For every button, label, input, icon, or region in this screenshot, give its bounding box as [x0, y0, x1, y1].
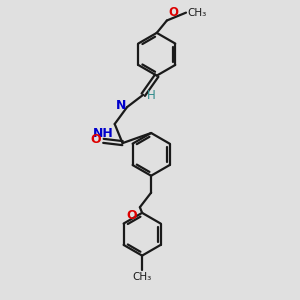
Text: H: H	[147, 89, 156, 102]
Text: O: O	[127, 209, 137, 223]
Text: N: N	[116, 100, 126, 112]
Text: NH: NH	[93, 127, 114, 140]
Text: O: O	[90, 133, 101, 146]
Text: CH₃: CH₃	[188, 8, 207, 18]
Text: O: O	[168, 6, 178, 19]
Text: CH₃: CH₃	[133, 272, 152, 282]
